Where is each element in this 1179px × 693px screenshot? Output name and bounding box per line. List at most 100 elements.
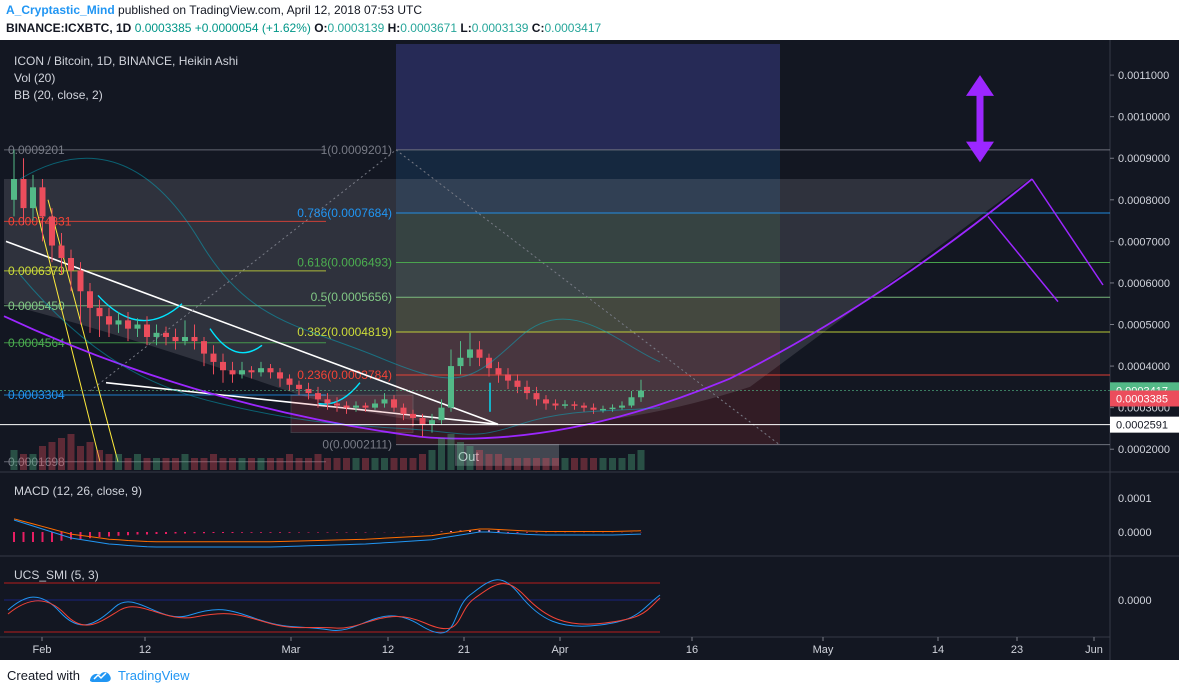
volume-bar: [124, 458, 132, 470]
candle-body: [571, 404, 578, 406]
volume-bar: [561, 458, 569, 470]
candle-body: [448, 366, 454, 408]
volume-bar: [381, 458, 388, 470]
candle-body: [49, 216, 55, 246]
volume-bar: [257, 458, 265, 470]
candle-body: [191, 336, 198, 342]
fib-zone: [396, 212, 780, 263]
volume-bar: [362, 458, 369, 470]
price-tick-label: 0.0006000: [1118, 278, 1170, 290]
author-name[interactable]: A_Cryptastic_Mind: [6, 3, 115, 17]
fib-level-label: 0.382(0.0004819): [297, 325, 392, 339]
volume-bar: [571, 458, 578, 470]
volume-bar: [200, 458, 208, 470]
close-label: C:: [531, 21, 545, 35]
time-tick-label: Apr: [551, 644, 568, 656]
left-fib-label: 0.0005450: [8, 299, 65, 313]
time-tick-label: 12: [139, 644, 151, 656]
badge-price-bg: [1110, 390, 1179, 407]
fib-level-label: 0.5(0.0005656): [311, 290, 392, 304]
price-chart-svg[interactable]: 1(0.0009201) 0.786(0.0007684) 0.618(0.0006…: [0, 40, 1179, 660]
candle-body: [638, 390, 644, 398]
candle-body: [324, 399, 331, 404]
volume-bar: [466, 446, 474, 470]
open-label: O:: [314, 21, 328, 35]
tradingview-link[interactable]: TradingView: [118, 668, 190, 683]
chart-area[interactable]: 1(0.0009201) 0.786(0.0007684) 0.618(0.0006…: [0, 40, 1179, 660]
volume-bar: [39, 446, 46, 470]
volume-bar: [390, 458, 398, 470]
left-fib-label: 0.0003304: [8, 388, 65, 402]
volume-bar: [637, 450, 645, 470]
candle-body: [628, 397, 635, 406]
price-tick-label: 0.0011000: [1118, 70, 1169, 82]
trendline-lower: [105, 381, 499, 426]
out-label: Out: [458, 449, 479, 464]
candle-body: [305, 388, 312, 394]
candle-body: [457, 357, 464, 367]
price-tick-label: 0.0002000: [1118, 444, 1170, 456]
price-tick-label: 0.0004000: [1118, 361, 1170, 373]
candle-body: [125, 320, 131, 329]
time-tick-label: Mar: [282, 644, 301, 656]
volume-bar: [295, 458, 303, 470]
candle-body: [239, 370, 245, 375]
low-label: L:: [460, 21, 472, 35]
legend-bb: BB (20, close, 2): [14, 88, 103, 102]
volume-bar: [229, 458, 236, 470]
candle-body: [96, 307, 103, 317]
candle-body: [562, 404, 568, 406]
fib-zone: [396, 262, 780, 298]
volume-bar: [276, 458, 284, 470]
tradingview-logo-icon: [88, 669, 112, 688]
candle-body: [391, 399, 397, 408]
legend-main: ICON / Bitcoin, 1D, BINANCE, Heikin Ashi: [14, 54, 238, 68]
ucs-signal-line: [7, 583, 661, 630]
candle-body: [11, 179, 17, 200]
volume-bar: [172, 458, 179, 470]
candle-body: [362, 405, 369, 408]
volume-bar: [105, 454, 113, 470]
candle-body: [296, 384, 302, 389]
price-tick-label: 0.0007000: [1118, 236, 1170, 248]
volume-bar: [96, 450, 103, 470]
volume-bar: [314, 454, 322, 470]
volume-bar: [409, 458, 417, 470]
candle-body: [30, 187, 36, 209]
yellow-line-2: [47, 199, 119, 462]
candle-body: [248, 370, 255, 373]
candle-body: [172, 336, 179, 342]
time-tick-label: 21: [458, 644, 470, 656]
volume-bar: [400, 458, 407, 470]
volume-bar: [580, 458, 588, 470]
candle-body: [163, 332, 169, 337]
ohlc-header: BINANCE:ICXBTC, 1D 0.0003385 +0.0000054 …: [6, 21, 601, 35]
candle-body: [600, 408, 606, 411]
volume-bar: [305, 458, 312, 470]
candle-body: [590, 407, 597, 410]
time-tick-label: 16: [686, 644, 698, 656]
legend-macd: MACD (12, 26, close, 9): [14, 484, 142, 498]
volume-bar: [77, 446, 84, 470]
candle-body: [315, 393, 321, 400]
time-tick-label: Feb: [33, 644, 52, 656]
volume-bar: [219, 458, 227, 470]
candle-body: [514, 380, 521, 387]
created-with-label: Created with: [7, 668, 80, 683]
volume-bar: [542, 458, 550, 470]
left-fib-label: 0.0009201: [8, 143, 65, 157]
macd-signal-line: [13, 518, 642, 543]
macd-tick-label: 0.0000: [1118, 527, 1152, 539]
volume-bar: [514, 458, 521, 470]
fib-level-label: 0.786(0.0007684): [297, 206, 392, 220]
trendline-upper: [5, 240, 499, 426]
high-label: H:: [387, 21, 401, 35]
price-tick-label: 0.0005000: [1118, 320, 1170, 332]
volume-bar: [419, 454, 426, 470]
volume-bar: [134, 454, 141, 470]
candle-body: [619, 405, 625, 408]
candle-body: [372, 403, 378, 408]
candle-body: [609, 407, 616, 410]
candle-body: [581, 405, 587, 408]
candle-body: [429, 420, 435, 425]
